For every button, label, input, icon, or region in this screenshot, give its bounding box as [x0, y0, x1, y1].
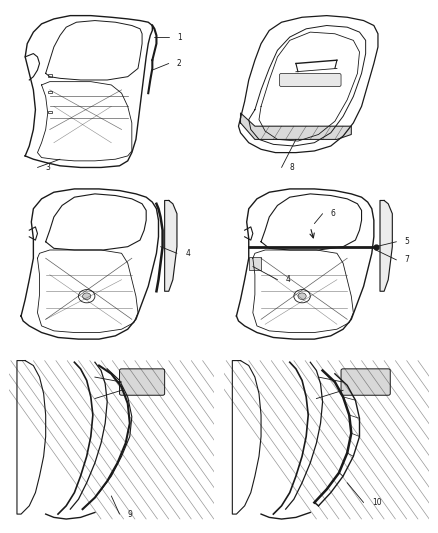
Bar: [48, 74, 52, 77]
Bar: [48, 110, 52, 113]
Circle shape: [83, 293, 91, 300]
FancyBboxPatch shape: [279, 74, 341, 86]
Text: 10: 10: [372, 498, 381, 507]
Polygon shape: [17, 361, 46, 514]
Text: 9: 9: [128, 510, 133, 519]
Text: 7: 7: [405, 255, 410, 264]
FancyBboxPatch shape: [341, 369, 390, 395]
Polygon shape: [240, 113, 351, 140]
Circle shape: [298, 293, 306, 300]
Circle shape: [294, 289, 310, 303]
Text: 6: 6: [331, 209, 336, 218]
FancyBboxPatch shape: [120, 369, 165, 395]
Bar: [48, 91, 52, 93]
Polygon shape: [232, 361, 261, 514]
Text: 4: 4: [185, 249, 190, 258]
Text: 2: 2: [177, 59, 182, 68]
Polygon shape: [165, 200, 177, 291]
Circle shape: [78, 289, 95, 303]
Text: 3: 3: [46, 163, 50, 172]
Text: 5: 5: [405, 237, 410, 246]
Text: 1: 1: [177, 33, 182, 42]
Text: 4: 4: [286, 275, 290, 284]
Bar: [249, 256, 261, 270]
Polygon shape: [380, 200, 392, 291]
Text: 8: 8: [290, 163, 294, 172]
